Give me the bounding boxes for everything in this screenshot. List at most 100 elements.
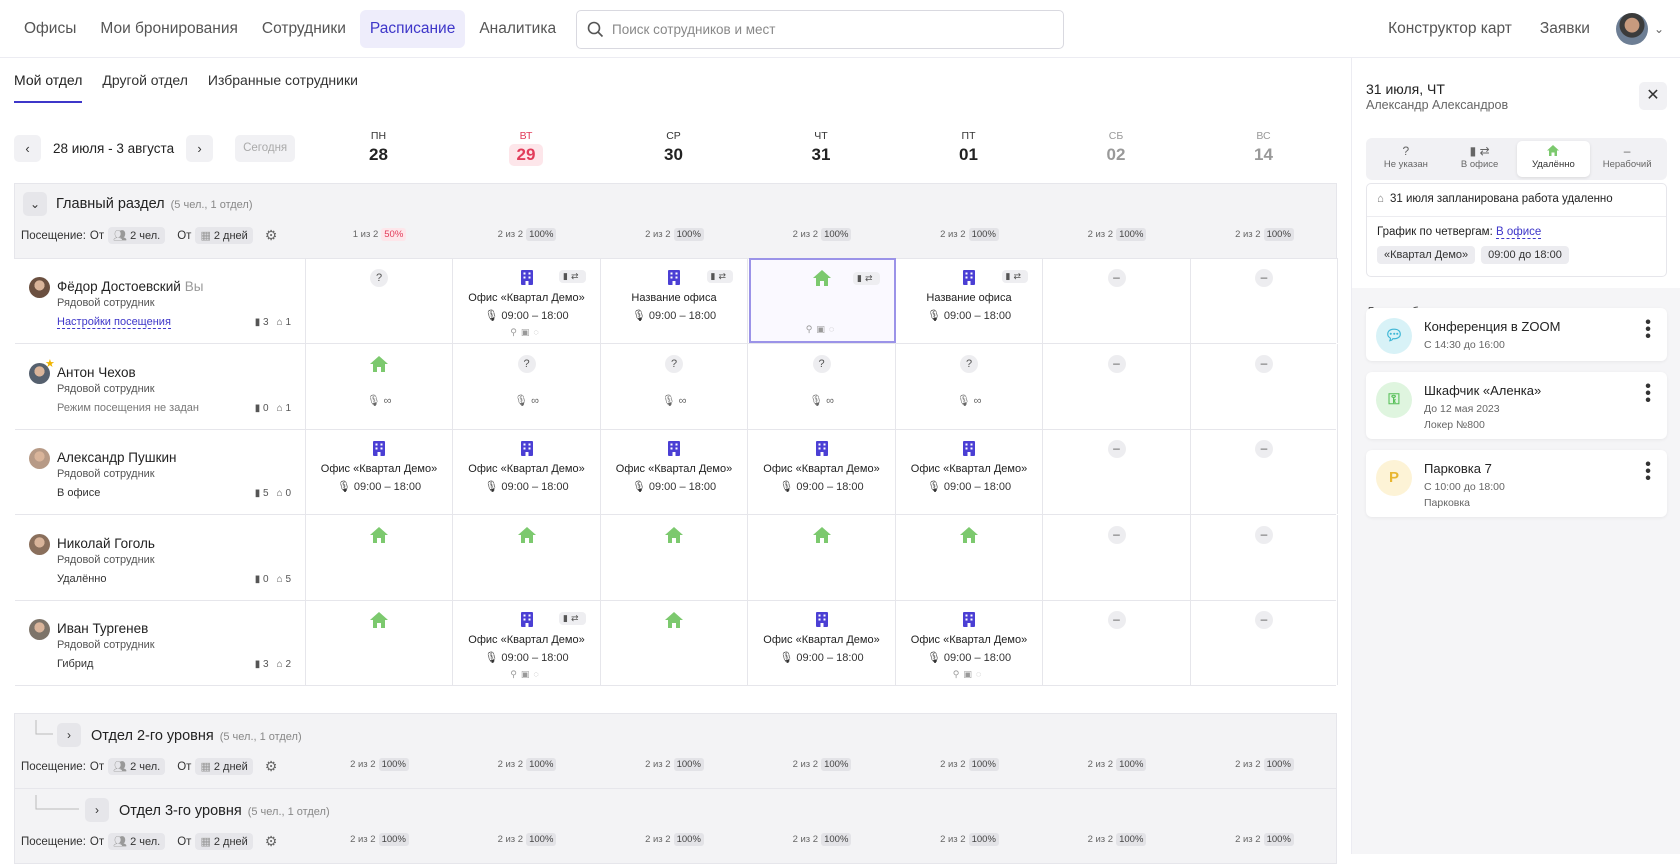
attendance-settings-link[interactable]: Настройки посещения (57, 316, 171, 329)
status-in-office[interactable]: ▮ ⇄ В офисе (1443, 141, 1517, 177)
next-week-button[interactable]: › (186, 135, 214, 162)
nav-schedule[interactable]: Расписание (359, 10, 466, 48)
schedule-cell[interactable]: – (1191, 514, 1338, 600)
group-title: Главный раздел (5 чел., 1 отдел) (56, 196, 253, 212)
schedule-cell[interactable]: 🎙︎ ∞ (306, 343, 453, 429)
schedule-cell[interactable]: Офис «Квартал Демо» 🎙︎ 09:00 – 18:00 (749, 600, 896, 685)
more-options-icon[interactable]: • • • (1645, 314, 1651, 345)
booking-card[interactable]: ⚿ Шкафчик «Аленка» До 12 мая 2023 Локер №8… (1366, 372, 1667, 439)
schedule-cell[interactable]: – (1044, 514, 1191, 600)
schedule-cell[interactable] (306, 514, 453, 600)
min-days-chip[interactable]: ▦ 2 дней (195, 833, 253, 850)
schedule-cell[interactable]: – (1191, 258, 1338, 343)
min-people-chip[interactable]: 👥︎ 2 чел. (108, 833, 166, 850)
expand-button[interactable]: › (57, 723, 81, 747)
schedule-cell[interactable]: ? 🎙︎ ∞ (454, 343, 601, 429)
schedule-cell[interactable]: ▮⇄ Офис «Квартал Демо» 🎙︎ 09:00 – 18:00 ⚲▣◌ (454, 600, 601, 685)
schedule-cell[interactable]: ▮⇄ Офис «Квартал Демо» 🎙︎ 09:00 – 18:00 ⚲▣◌ (454, 258, 601, 343)
min-days-chip[interactable]: ▦ 2 дней (195, 758, 253, 775)
schedule-cell[interactable]: – (1044, 343, 1191, 429)
tab-other-department[interactable]: Другой отдел (102, 72, 188, 88)
employee-name[interactable]: Антон Чехов (57, 365, 136, 380)
prev-week-button[interactable]: ‹ (14, 135, 41, 162)
status-day-off[interactable]: – Нерабочий (1590, 141, 1664, 177)
schedule-cell[interactable] (749, 514, 896, 600)
collapse-button[interactable]: ⌄ (23, 192, 47, 216)
gear-icon[interactable]: ⚙ (264, 758, 278, 774)
schedule-cell[interactable]: ? 🎙︎ ∞ (749, 343, 896, 429)
schedule-cell[interactable]: ▮⇄ Название офиса 🎙︎ 09:00 – 18:00 (601, 258, 748, 343)
today-button[interactable]: Сегодня (235, 135, 296, 162)
schedule-cell[interactable]: – (1191, 600, 1338, 685)
schedule-cell[interactable]: ? 🎙︎ ∞ (601, 343, 748, 429)
schedule-cell[interactable] (454, 514, 601, 600)
schedule-cell[interactable]: – (1191, 343, 1338, 429)
status-remote[interactable]: Удалённо (1516, 141, 1591, 177)
nav-offices[interactable]: Офисы (24, 20, 77, 37)
booking-card[interactable]: P Парковка 7 С 10:00 до 18:00 Парковка • • • (1366, 450, 1667, 517)
group-name: Отдел 3-го уровня (119, 803, 242, 819)
schedule-cell[interactable]: – (1191, 429, 1338, 514)
schedule-cell[interactable]: ? (306, 258, 453, 343)
attendance-stat: 2 из 2 100% (1044, 228, 1191, 241)
gear-icon[interactable]: ⚙ (264, 833, 278, 849)
nav-my-bookings[interactable]: Мои бронирования (100, 20, 238, 37)
more-options-icon[interactable]: • • • (1645, 456, 1651, 487)
schedule-link[interactable]: В офисе (1496, 226, 1542, 239)
user-avatar[interactable] (1615, 13, 1648, 45)
time-text: 09:00 – 18:00 (943, 310, 1012, 322)
time-range: 🎙︎ 09:00 – 18:00 (896, 651, 1042, 664)
office-icon: ▮ ⇄ (1469, 144, 1490, 158)
schedule-cell[interactable]: ▮⇄ ⚲▣◌ (748, 258, 896, 343)
nav-analytics[interactable]: Аналитика (479, 20, 557, 37)
expand-button[interactable]: › (85, 798, 109, 822)
min-days-chip[interactable]: ▦ 2 дней (195, 227, 253, 244)
top-right-area: Конструктор карт Заявки ⌄ (1374, 10, 1680, 48)
nav-employees[interactable]: Сотрудники (261, 20, 346, 37)
schedule-cell[interactable]: Офис «Квартал Демо» 🎙︎ 09:00 – 18:00 (601, 429, 748, 514)
employee-name[interactable]: Фёдор Достоевский Вы (57, 279, 204, 294)
schedule-cell[interactable]: – (1044, 600, 1191, 685)
status-not-set[interactable]: ? Не указан (1369, 141, 1443, 177)
time-text: 09:00 – 18:00 (943, 652, 1012, 664)
time-text: 09:00 – 18:00 (353, 481, 422, 493)
dash-icon: – (1107, 354, 1126, 373)
schedule-cell[interactable]: ? 🎙︎ ∞ (896, 343, 1043, 429)
mic-icon: 🎙︎ (484, 652, 499, 664)
employee-row: Александр Пушкин Рядовой сотрудник В офи… (15, 429, 1338, 515)
schedule-cell[interactable] (601, 514, 748, 600)
more-options-icon[interactable]: • • • (1645, 378, 1651, 409)
close-button[interactable]: ✕ (1639, 82, 1667, 110)
schedule-cell[interactable]: Офис «Квартал Демо» 🎙︎ 09:00 – 18:00 ⚲▣◌ (896, 600, 1043, 685)
min-people-chip[interactable]: 👥︎ 2 чел. (108, 758, 166, 775)
tab-favorite-employees[interactable]: Избранные сотрудники (207, 72, 358, 88)
map-builder-link[interactable]: Конструктор карт (1388, 20, 1512, 37)
schedule-cell[interactable]: Офис «Квартал Демо» 🎙︎ 09:00 – 18:00 (896, 429, 1043, 514)
employee-name[interactable]: Николай Гоголь (57, 536, 155, 551)
min-people-chip[interactable]: 👥︎ 2 чел. (108, 227, 166, 244)
schedule-cell[interactable]: – (1044, 429, 1191, 514)
tab-my-department[interactable]: Мой отдел (14, 72, 83, 103)
employee-info: Иван Тургенев Рядовой сотрудник Гибрид ▮… (15, 600, 306, 685)
chevron-down-icon[interactable]: ⌄ (1653, 22, 1664, 36)
booking-card[interactable]: 💬︎ Конференция в ZOOM С 14:30 до 16:00 • •… (1366, 308, 1667, 361)
schedule-cell[interactable]: Офис «Квартал Демо» 🎙︎ 09:00 – 18:00 (454, 429, 601, 514)
home-count-value: 1 (285, 317, 291, 328)
schedule-cell[interactable] (896, 514, 1043, 600)
requests-link[interactable]: Заявки (1539, 20, 1590, 37)
employee-name[interactable]: Александр Пушкин (57, 450, 176, 465)
schedule-cell[interactable]: Офис «Квартал Демо» 🎙︎ 09:00 – 18:00 (749, 429, 896, 514)
employee-name[interactable]: Иван Тургенев (57, 621, 148, 636)
schedule-cell[interactable]: – (1044, 258, 1191, 343)
schedule-cell[interactable]: Офис «Квартал Демо» 🎙︎ 09:00 – 18:00 (306, 429, 453, 514)
gear-icon[interactable]: ⚙ (264, 227, 278, 243)
plan-info-line: ⌂ 31 июля запланирована работа удаленно (1377, 193, 1613, 205)
from-label: От (177, 229, 192, 242)
schedule-cell[interactable]: ▮⇄ Название офиса 🎙︎ 09:00 – 18:00 (896, 258, 1043, 343)
search-input[interactable] (612, 22, 1032, 37)
status-label: Нерабочий (1602, 159, 1652, 170)
booking-detail: С 10:00 до 18:00 (1424, 481, 1505, 493)
schedule-cell[interactable] (306, 600, 453, 685)
office-icon (962, 269, 976, 289)
schedule-cell[interactable] (601, 600, 748, 685)
